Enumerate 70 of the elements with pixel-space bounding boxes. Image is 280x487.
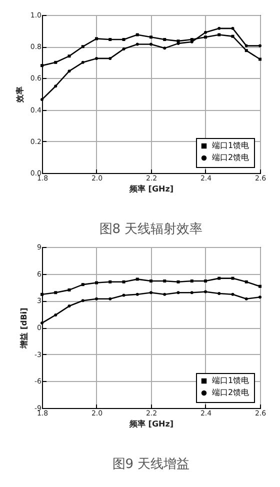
- point: [258, 296, 262, 299]
- point: [54, 84, 58, 88]
- x-axis-title: 频率 [GHz]: [128, 184, 174, 194]
- point: [163, 292, 166, 296]
- point: [244, 297, 248, 300]
- point: [231, 292, 234, 296]
- point: [68, 304, 71, 308]
- point: [40, 292, 44, 296]
- point: [190, 279, 194, 282]
- point: [150, 36, 152, 39]
- point: [204, 30, 207, 34]
- line-series: [40, 276, 262, 296]
- point: [54, 291, 58, 294]
- point: [136, 33, 139, 36]
- point: [136, 278, 139, 281]
- point: [204, 36, 207, 39]
- point: [54, 60, 58, 64]
- legend-label: 端口2馈电: [212, 388, 250, 397]
- point: [190, 291, 194, 294]
- point: [244, 44, 248, 48]
- point: [218, 292, 221, 296]
- point: [54, 313, 58, 316]
- legend-label: 端口1馈电: [212, 141, 250, 150]
- y-axis-title: 增益 [dBi]: [20, 308, 29, 350]
- legend-label: 端口2馈电: [212, 153, 250, 162]
- point: [218, 276, 221, 280]
- point: [163, 38, 166, 41]
- point: [108, 38, 112, 41]
- point: [204, 290, 207, 294]
- point: [218, 26, 221, 30]
- point: [68, 54, 71, 58]
- point: [258, 284, 262, 288]
- point: [108, 280, 112, 284]
- point: [40, 64, 44, 68]
- point: [218, 33, 221, 36]
- point: [244, 280, 248, 284]
- point: [231, 276, 234, 280]
- point: [231, 34, 234, 38]
- point: [95, 297, 98, 300]
- point: [108, 297, 112, 300]
- point: [258, 58, 262, 61]
- point: [150, 42, 152, 46]
- point: [258, 44, 262, 48]
- point: [150, 291, 152, 294]
- point: [136, 42, 139, 46]
- point: [108, 56, 112, 60]
- point: [81, 283, 84, 286]
- point: [122, 38, 126, 41]
- point: [81, 299, 84, 302]
- point: [136, 292, 139, 296]
- point: [244, 49, 248, 52]
- legend-label: 端口1馈电: [212, 376, 250, 385]
- point: [176, 280, 180, 284]
- point: [95, 281, 98, 284]
- point: [122, 294, 126, 297]
- x-axis-title: 频率 [GHz]: [128, 418, 174, 428]
- point: [163, 279, 166, 282]
- point: [81, 60, 84, 64]
- point: [176, 291, 180, 294]
- text: 图9 天线增益: [112, 457, 190, 472]
- point: [81, 45, 84, 48]
- point: [122, 280, 126, 284]
- point: [231, 26, 234, 30]
- point: [95, 37, 98, 40]
- text: 图8 天线辐射效率: [99, 221, 203, 237]
- point: [68, 288, 71, 292]
- point: [163, 46, 166, 50]
- y-axis-title: 效率: [14, 86, 24, 104]
- point: [122, 47, 126, 50]
- point: [68, 70, 71, 73]
